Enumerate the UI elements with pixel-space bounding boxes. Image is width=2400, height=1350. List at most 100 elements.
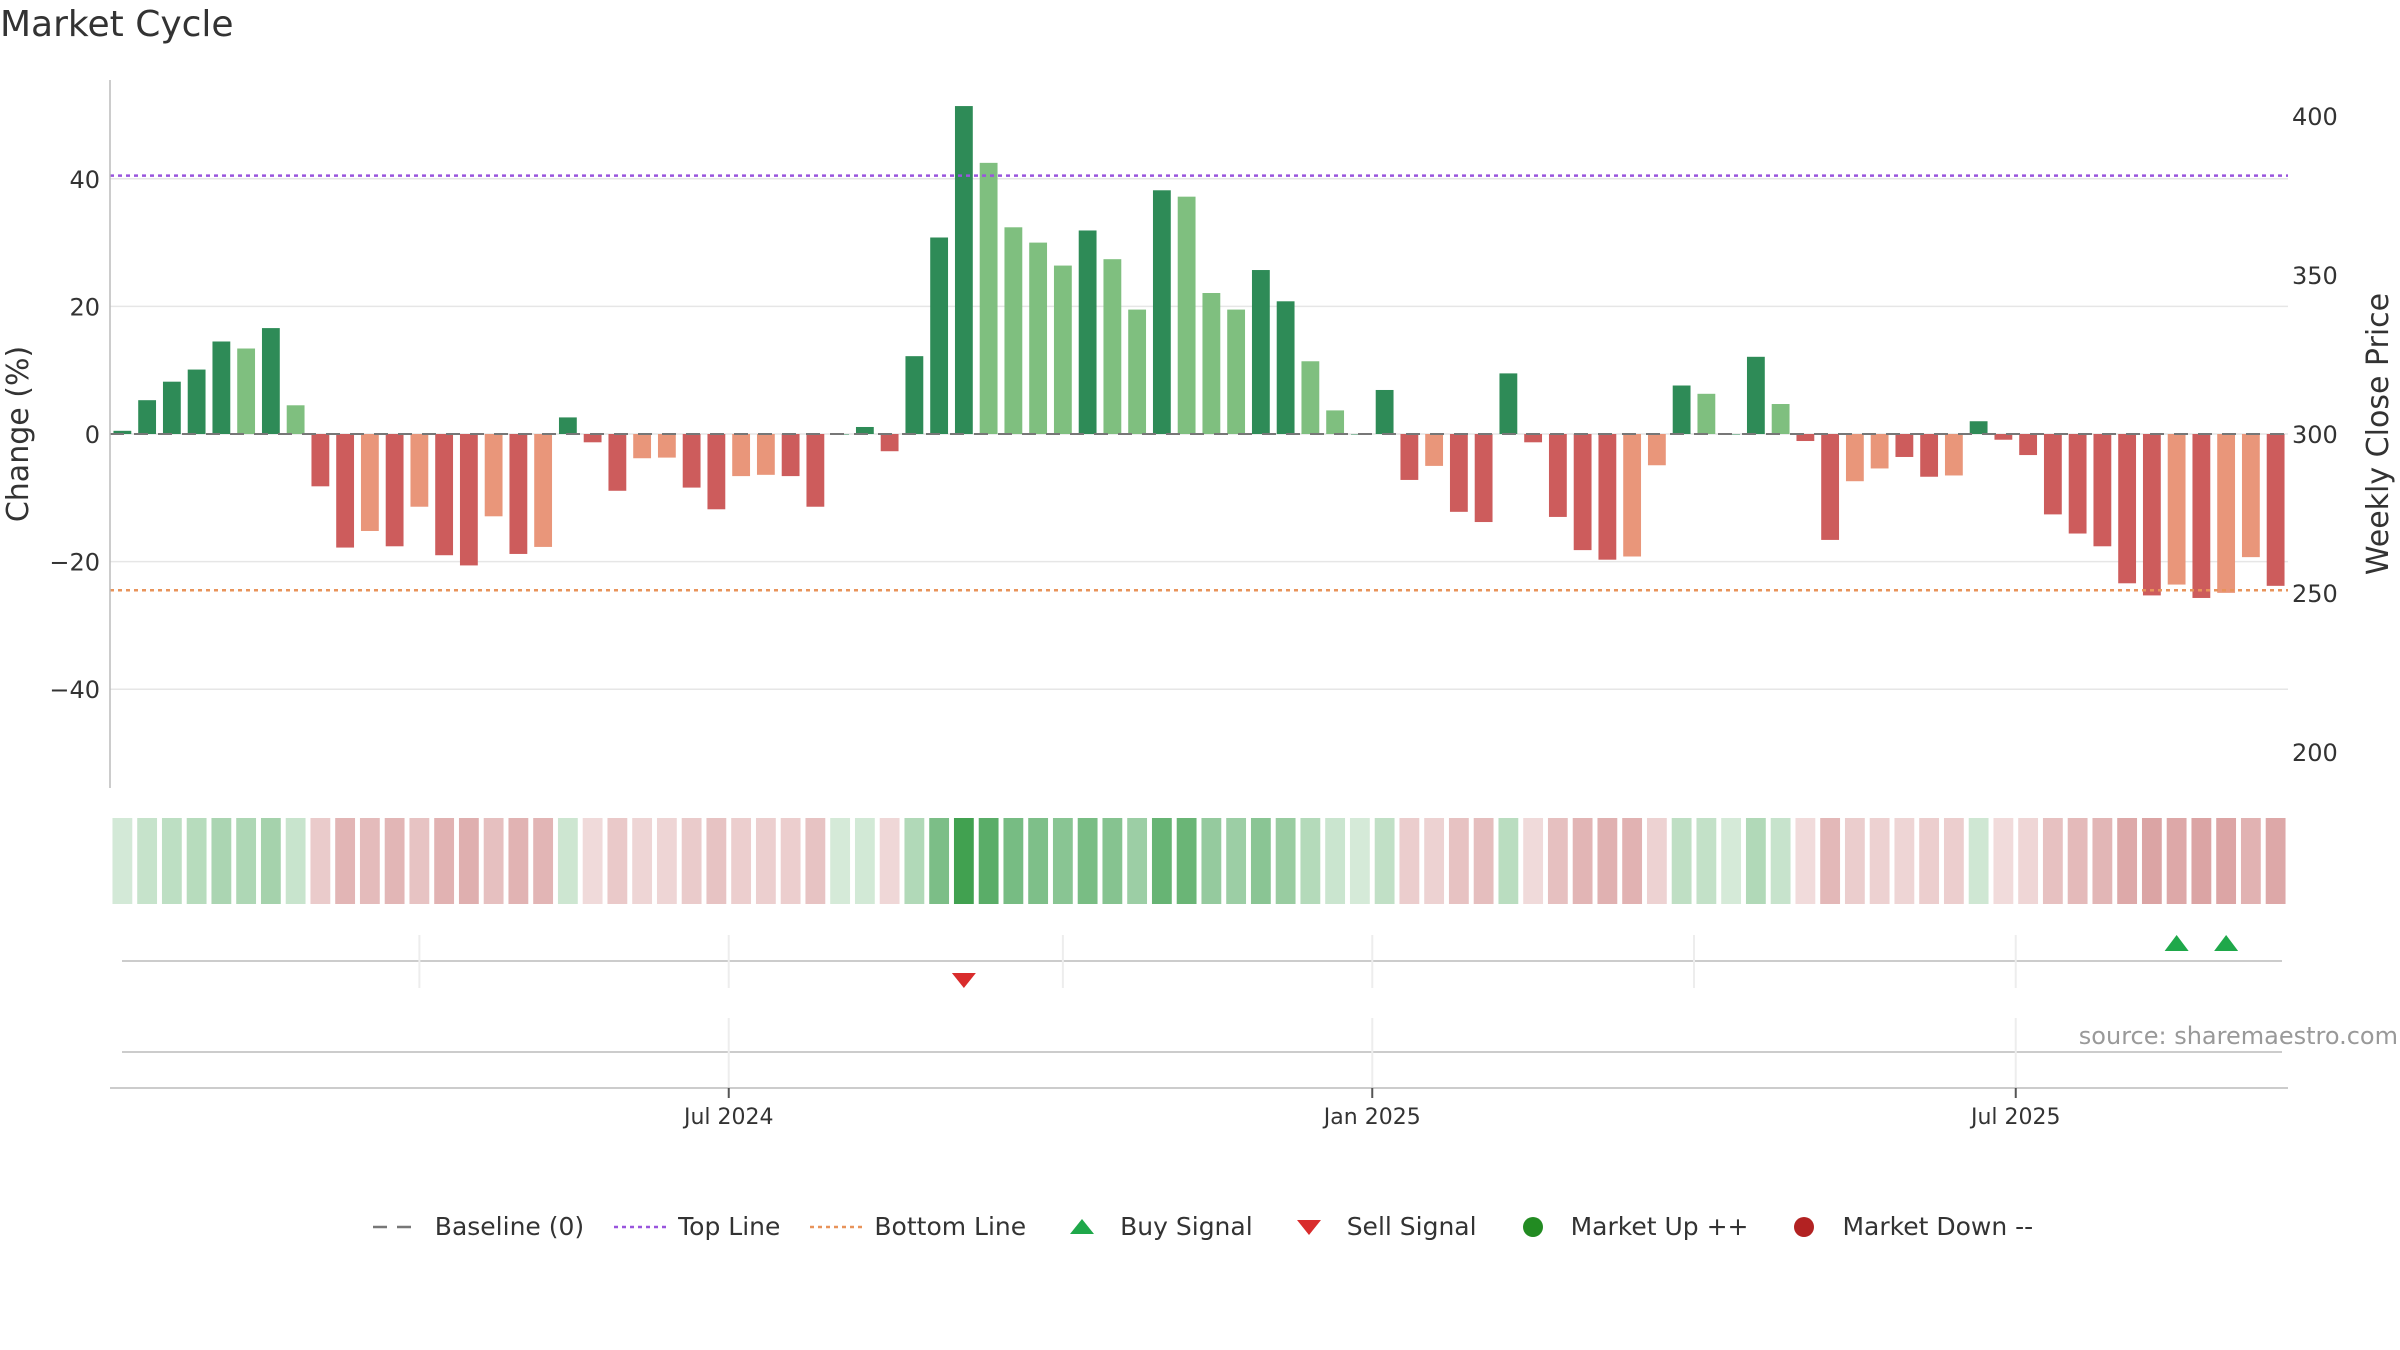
bar: [1202, 293, 1221, 434]
heat-cell: [1523, 818, 1544, 904]
heat-cell: [830, 818, 851, 904]
bars: [113, 106, 2285, 598]
source-label: source: sharemaestro.com: [2078, 1022, 2398, 1050]
legend-item: Buy Signal: [1052, 1212, 1253, 1241]
bar: [1920, 434, 1939, 477]
heat-cell: [656, 818, 677, 904]
bar: [608, 434, 627, 491]
heat-cell: [1745, 818, 1766, 904]
bar: [162, 381, 181, 434]
heat-cell: [1646, 818, 1667, 904]
bar: [237, 348, 256, 434]
heat-cell: [1919, 818, 1940, 904]
heat-cell: [1844, 818, 1865, 904]
bar: [1647, 434, 1666, 466]
heat-cell: [1424, 818, 1445, 904]
y2-tick-label: 200: [2292, 739, 2338, 767]
heat-cell: [359, 818, 380, 904]
legend-label: Sell Signal: [1346, 1212, 1477, 1241]
heat-cell: [1869, 818, 1890, 904]
heat-cell: [854, 818, 875, 904]
bar: [1994, 434, 2013, 440]
bar: [1944, 434, 1963, 476]
bar: [1474, 434, 1493, 523]
heat-cell: [1176, 818, 1197, 904]
heat-cell: [1968, 818, 1989, 904]
bar: [336, 434, 355, 548]
bar: [657, 434, 676, 458]
y-tick-label: 40: [69, 166, 100, 194]
heat-cell: [2265, 818, 2286, 904]
heat-cell: [607, 818, 628, 904]
legend-label: Top Line: [678, 1212, 781, 1241]
y2-tick-label: 350: [2292, 262, 2338, 290]
bar: [1449, 434, 1468, 512]
bar: [534, 434, 553, 547]
heat-cell: [1151, 818, 1172, 904]
heat-cell: [458, 818, 479, 904]
heat-cell: [1201, 818, 1222, 904]
heat-cell: [953, 818, 974, 904]
heat-cell: [1622, 818, 1643, 904]
legend: Baseline (0) Top Line Bottom Line Buy Signa…: [0, 1212, 2400, 1241]
bar: [1672, 385, 1691, 434]
heat-cell: [260, 818, 281, 904]
bar: [360, 434, 379, 531]
bar: [1845, 434, 1864, 482]
heat-cell: [310, 818, 331, 904]
legend-label: Bottom Line: [874, 1212, 1027, 1241]
legend-item: Bottom Line: [806, 1212, 1026, 1241]
bar: [1548, 434, 1567, 517]
heat-cell: [1052, 818, 1073, 904]
heat-cell: [1671, 818, 1692, 904]
heat-cell: [1498, 818, 1519, 904]
heat-cell: [755, 818, 776, 904]
chart-title: Market Cycle: [0, 4, 234, 45]
y-tick-label: 20: [69, 293, 100, 321]
heat-cell: [2117, 818, 2138, 904]
heat-cell: [2018, 818, 2039, 904]
sell-signal-marker: [951, 973, 976, 988]
heat-cell: [409, 818, 430, 904]
legend-item: Sell Signal: [1279, 1212, 1477, 1241]
bar: [1276, 301, 1295, 434]
heat-cell: [1696, 818, 1717, 904]
bar: [1400, 434, 1419, 480]
heat-cell: [2042, 818, 2063, 904]
heat-cell: [2067, 818, 2088, 904]
bar: [1499, 373, 1518, 434]
heat-cell: [2240, 818, 2261, 904]
bar: [905, 356, 924, 434]
heat-cell: [1127, 818, 1148, 904]
bar: [484, 434, 503, 517]
heat-cell: [1102, 818, 1123, 904]
y-tick-label: −20: [49, 549, 100, 577]
bar: [113, 430, 132, 434]
heat-cell: [1077, 818, 1098, 904]
x-tick-label: Jul 2025: [1969, 1105, 2061, 1130]
x-axis: Jul 2024 Jan 2025 Jul 2025: [110, 1087, 2288, 1130]
legend-item: Market Up ++: [1503, 1212, 1748, 1241]
heat-cell: [434, 818, 455, 904]
heat-cell: [780, 818, 801, 904]
heat-cell: [582, 818, 603, 904]
heat-cell: [805, 818, 826, 904]
bar: [2068, 434, 2087, 534]
heat-cell: [1448, 818, 1469, 904]
bar: [930, 237, 949, 434]
bar: [2093, 434, 2112, 547]
circle-icon: [1522, 1216, 1543, 1237]
bar: [2192, 434, 2211, 598]
heat-cell: [681, 818, 702, 904]
bar: [1771, 404, 1790, 434]
legend-label: Buy Signal: [1120, 1212, 1253, 1241]
bar: [385, 434, 404, 547]
bar: [1004, 227, 1023, 434]
heat-cell: [1374, 818, 1395, 904]
heat-cell: [1003, 818, 1024, 904]
heat-cell: [2191, 818, 2212, 904]
heat-cell: [2092, 818, 2113, 904]
heat-cell: [1325, 818, 1346, 904]
heat-cell: [161, 818, 182, 904]
bar: [1053, 265, 1072, 434]
